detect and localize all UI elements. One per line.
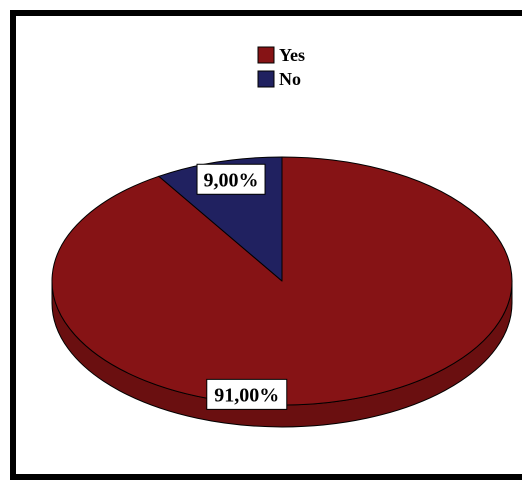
data-label-box [206, 378, 288, 410]
data-label-box [196, 163, 266, 195]
legend-label: No [279, 69, 301, 89]
data-label-text: 91,00% [214, 384, 279, 406]
pie-chart: Yes No 91,00% 9,00% [51, 45, 513, 428]
data-label-yes: 91,00% [206, 378, 288, 410]
data-labels: 91,00% 9,00% [196, 163, 288, 410]
legend-label: Yes [279, 45, 305, 65]
legend-swatch [257, 70, 275, 88]
legend-item-yes: Yes [257, 45, 305, 65]
pie-plot [51, 156, 513, 428]
data-label-no: 9,00% [196, 163, 266, 195]
legend: Yes No [257, 45, 305, 89]
legend-item-no: No [257, 69, 301, 89]
data-label-text: 9,00% [204, 169, 259, 191]
legend-swatch [257, 46, 275, 64]
